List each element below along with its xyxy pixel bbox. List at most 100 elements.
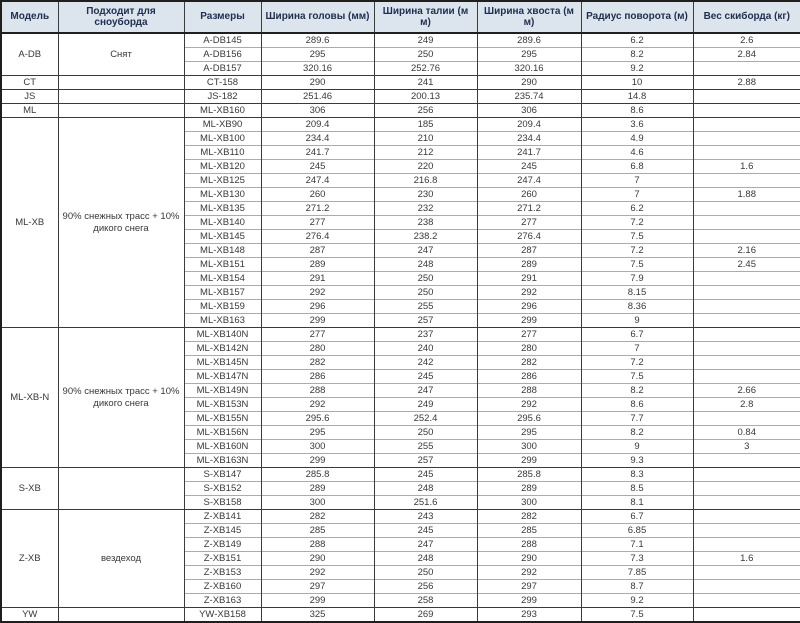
waist-width-cell: 247 <box>373 537 477 552</box>
model-cell: CT <box>0 75 58 90</box>
table-row: ML-XB145 276.4 238.2 276.4 7.5 <box>1 229 800 244</box>
size-cell: S-XB152 <box>183 481 261 496</box>
waist-width-cell: 250 <box>373 285 477 300</box>
size-cell: A-DB145 <box>183 33 261 48</box>
size-cell: ML-XB160 <box>183 103 261 118</box>
table-row: ML-XB120 245 220 245 6.8 1.6 <box>1 159 800 174</box>
head-width-cell: 271.2 <box>260 201 374 216</box>
radius-cell: 7.5 <box>580 607 693 622</box>
size-cell: Z-XB163 <box>183 593 261 608</box>
table-body: A-DB Снят A-DB145 289.6 249 289.6 6.2 2.6 A-DB15… <box>0 33 800 622</box>
waist-width-cell: 269 <box>373 607 477 622</box>
weight-cell: 2.84 <box>692 47 800 62</box>
tail-width-cell: 280 <box>476 341 581 356</box>
waist-width-cell: 210 <box>373 131 477 146</box>
radius-cell: 6.8 <box>580 159 693 174</box>
table-row: Z-XB160 297 256 297 8.7 <box>1 579 800 594</box>
table-row: ML-XB148 287 247 287 7.2 2.16 <box>1 243 800 258</box>
waist-width-cell: 250 <box>373 565 477 580</box>
tail-width-cell: 288 <box>476 537 581 552</box>
size-cell: Z-XB145 <box>183 523 261 538</box>
tail-width-cell: 295 <box>476 47 581 62</box>
weight-cell <box>692 201 800 216</box>
weight-cell <box>692 607 800 622</box>
head-width-cell: 276.4 <box>260 229 374 244</box>
column-header-5: Ширина хвоста (м м) <box>476 1 581 34</box>
tail-width-cell: 290 <box>476 75 581 90</box>
size-cell: ML-XB153N <box>183 397 261 412</box>
weight-cell: 2.6 <box>692 33 800 48</box>
weight-cell <box>692 579 800 594</box>
size-cell: ML-XB163N <box>183 453 261 468</box>
model-cell: ML <box>0 103 58 118</box>
table-row: Z-XB153 292 250 292 7.85 <box>1 565 800 580</box>
size-cell: A-DB156 <box>183 47 261 62</box>
head-width-cell: 299 <box>260 593 374 608</box>
head-width-cell: 234.4 <box>260 131 374 146</box>
waist-width-cell: 185 <box>373 117 477 132</box>
waist-width-cell: 247 <box>373 383 477 398</box>
radius-cell: 8.2 <box>580 425 693 440</box>
size-cell: ML-XB100 <box>183 131 261 146</box>
table-row: Z-XB149 288 247 288 7.1 <box>1 537 800 552</box>
radius-cell: 6.2 <box>580 33 693 48</box>
table-row: ML-XB156N 295 250 295 8.2 0.84 <box>1 425 800 440</box>
head-width-cell: 300 <box>260 439 374 454</box>
radius-cell: 8.2 <box>580 47 693 62</box>
radius-cell: 7.5 <box>580 229 693 244</box>
tail-width-cell: 300 <box>476 439 581 454</box>
tail-width-cell: 295.6 <box>476 411 581 426</box>
head-width-cell: 300 <box>260 495 374 510</box>
waist-width-cell: 241 <box>373 75 477 90</box>
weight-cell <box>692 467 800 482</box>
table-row: ML ML-XB160 306 256 306 8.6 <box>0 103 800 118</box>
weight-cell <box>692 509 800 524</box>
head-width-cell: 241.7 <box>260 145 374 160</box>
radius-cell: 7.5 <box>580 369 693 384</box>
tail-width-cell: 277 <box>476 215 581 230</box>
table-row: ML-XB154 291 250 291 7.9 <box>1 271 800 286</box>
waist-width-cell: 220 <box>373 159 477 174</box>
radius-cell: 7.1 <box>580 537 693 552</box>
model-cell: ML-XB-N <box>0 327 58 468</box>
tail-width-cell: 235.74 <box>476 89 581 104</box>
size-cell: ML-XB159 <box>183 299 261 314</box>
size-cell: Z-XB149 <box>183 537 261 552</box>
radius-cell: 9.2 <box>580 61 693 76</box>
head-width-cell: 287 <box>260 243 374 258</box>
table-row: CT CT-158 290 241 290 10 2.88 <box>0 75 800 90</box>
weight-cell <box>692 131 800 146</box>
radius-cell: 9 <box>580 439 693 454</box>
size-cell: ML-XB160N <box>183 439 261 454</box>
radius-cell: 9 <box>580 313 693 328</box>
size-cell: ML-XB135 <box>183 201 261 216</box>
size-cell: ML-XB157 <box>183 285 261 300</box>
head-width-cell: 282 <box>260 509 374 524</box>
waist-width-cell: 242 <box>373 355 477 370</box>
waist-width-cell: 257 <box>373 313 477 328</box>
size-cell: A-DB157 <box>183 61 261 76</box>
tail-width-cell: 292 <box>476 565 581 580</box>
waist-width-cell: 216.8 <box>373 173 477 188</box>
waist-width-cell: 238 <box>373 215 477 230</box>
radius-cell: 8.15 <box>580 285 693 300</box>
weight-cell <box>692 369 800 384</box>
head-width-cell: 277 <box>260 215 374 230</box>
table-row: Z-XB151 290 248 290 7.3 1.6 <box>1 551 800 566</box>
head-width-cell: 297 <box>260 579 374 594</box>
column-header-7: Вес скиборда (кг) <box>692 1 800 34</box>
size-cell: CT-158 <box>183 75 261 90</box>
tail-width-cell: 282 <box>476 355 581 370</box>
table-row: ML-XB160N 300 255 300 9 3 <box>1 439 800 454</box>
tail-width-cell: 282 <box>476 509 581 524</box>
table-row: ML-XB145N 282 242 282 7.2 <box>1 355 800 370</box>
head-width-cell: 280 <box>260 341 374 356</box>
radius-cell: 7.2 <box>580 215 693 230</box>
radius-cell: 7.7 <box>580 411 693 426</box>
column-header-4: Ширина талии (м м) <box>373 1 477 34</box>
table-row: ML-XB100 234.4 210 234.4 4.9 <box>1 131 800 146</box>
radius-cell: 7.9 <box>580 271 693 286</box>
head-width-cell: 288 <box>260 383 374 398</box>
tail-width-cell: 293 <box>476 607 581 622</box>
